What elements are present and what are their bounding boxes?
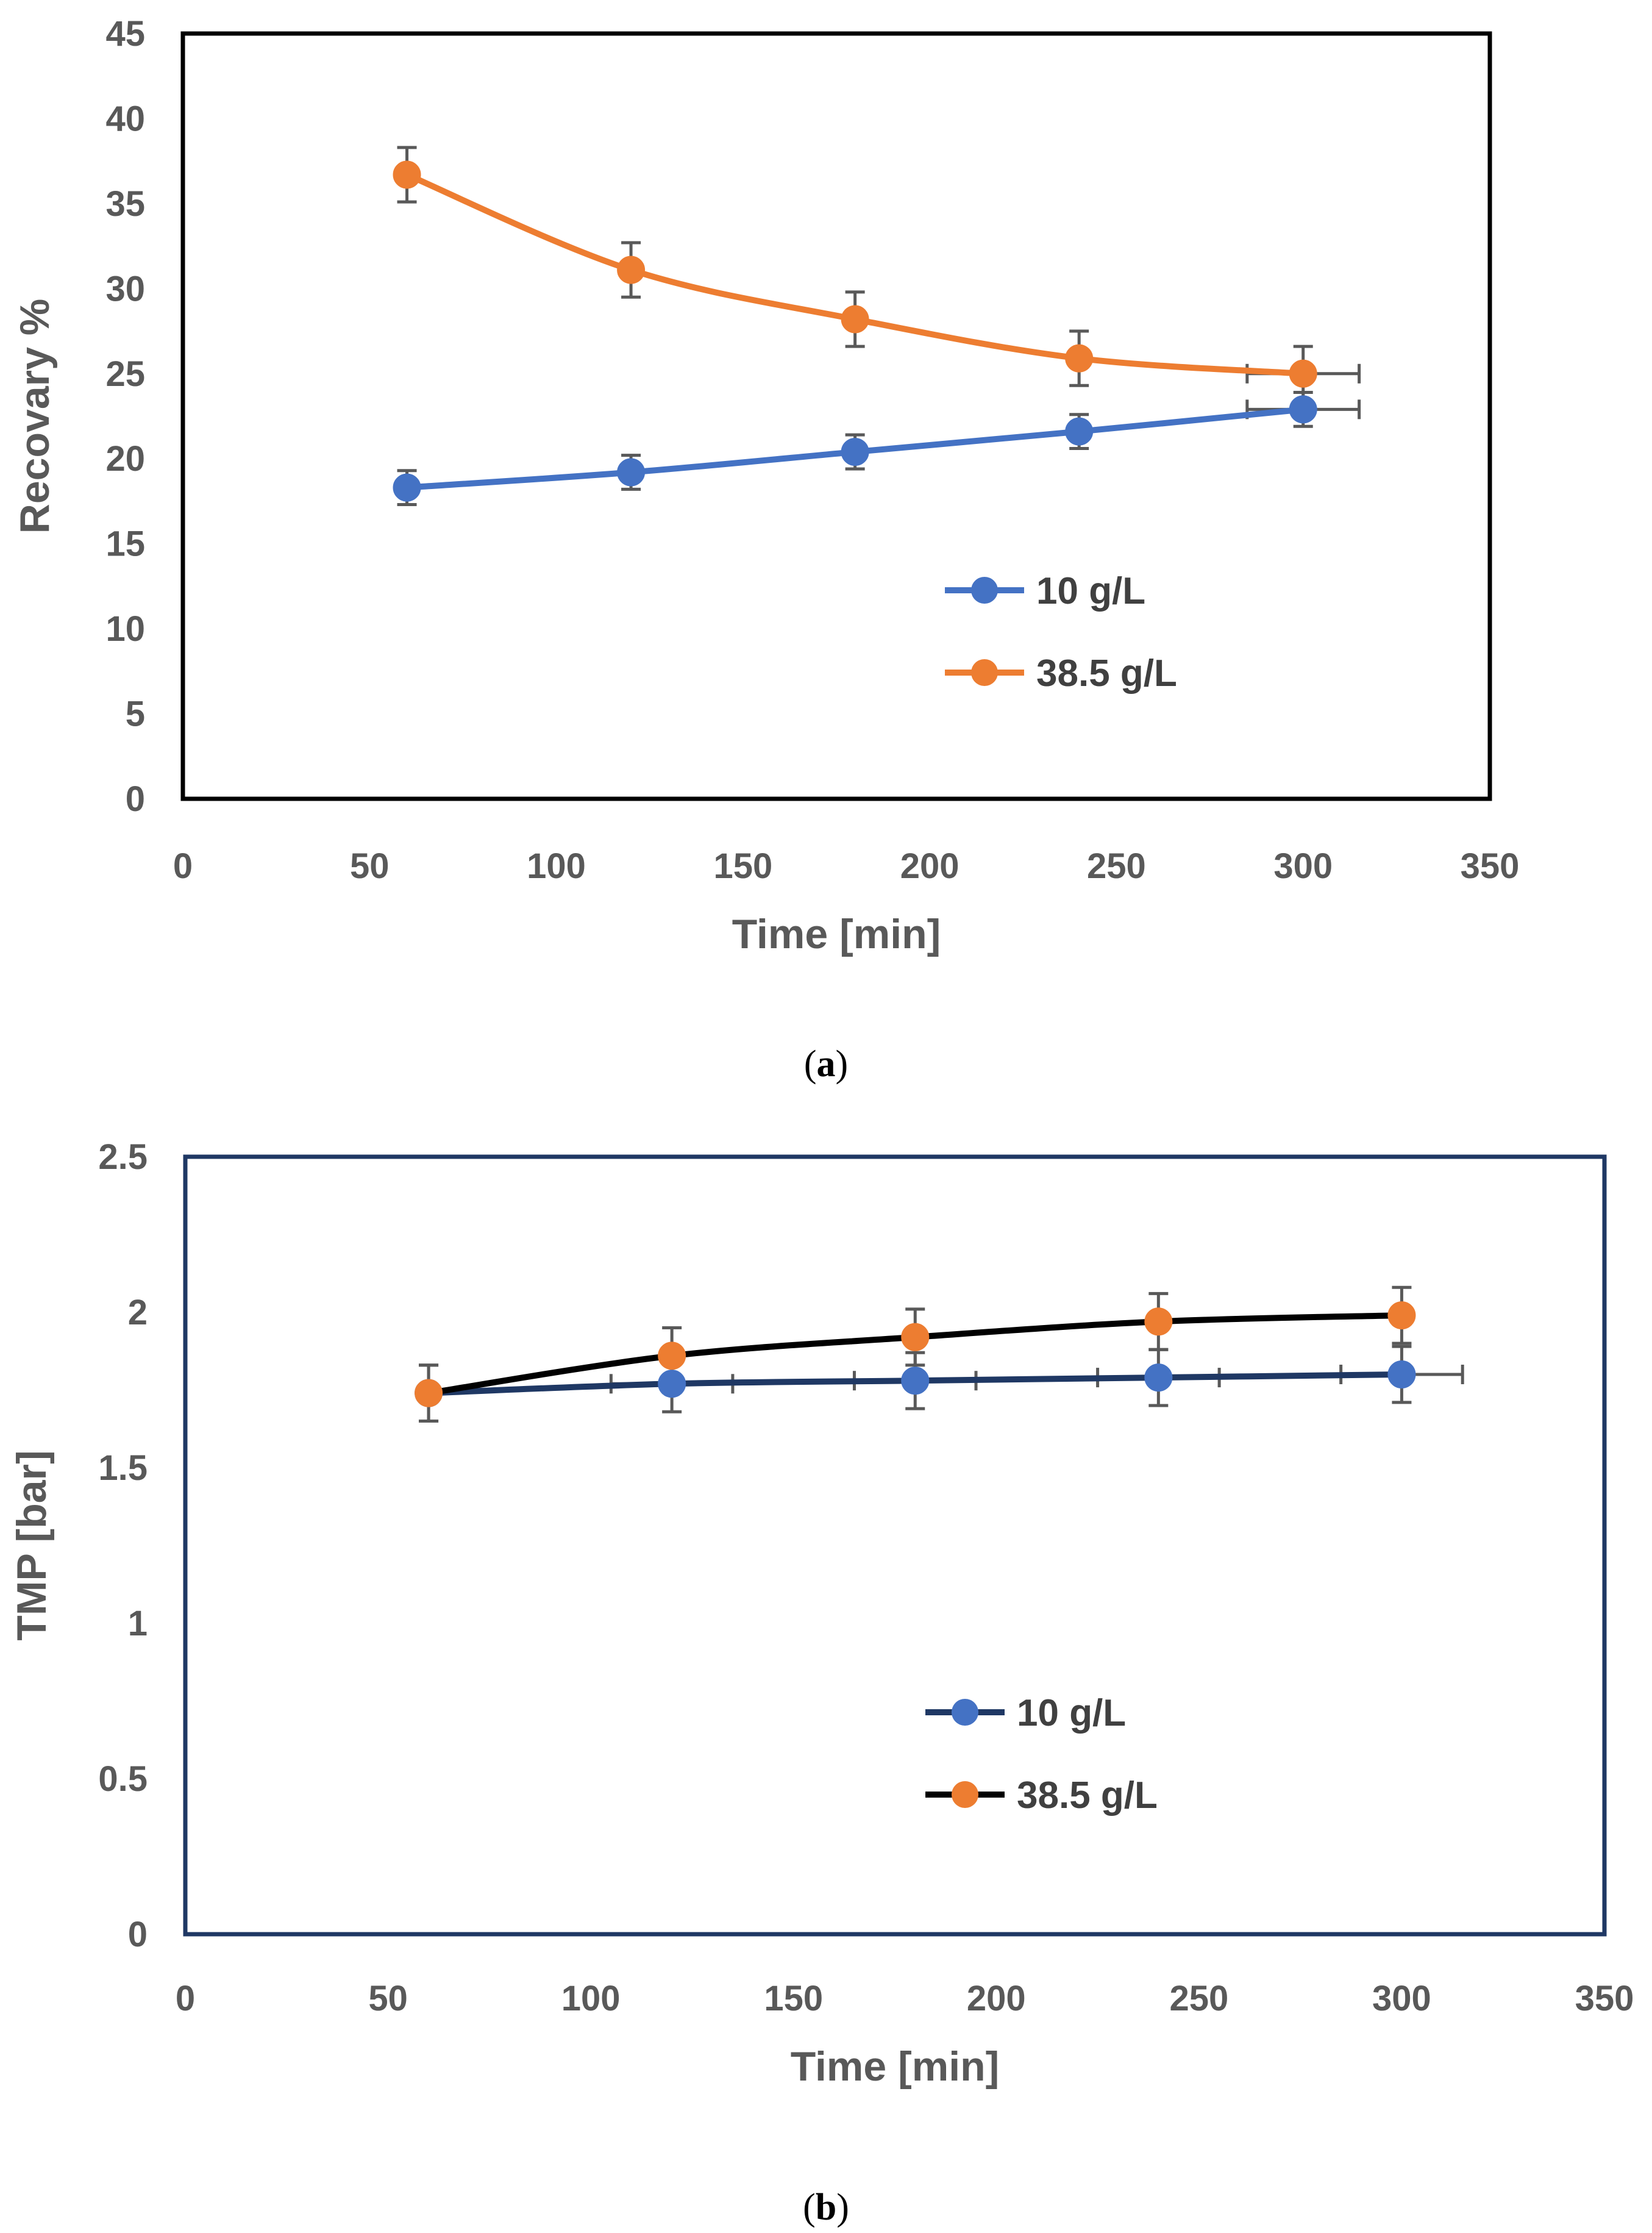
y-tick-label: 30 xyxy=(105,269,145,309)
y-tick-label: 0 xyxy=(128,1915,148,1954)
y-tick-label: 45 xyxy=(105,14,145,54)
y-tick-label: 15 xyxy=(105,524,145,564)
y-tick-label: 5 xyxy=(126,695,145,734)
y-tick-label: 40 xyxy=(105,99,145,138)
y-tick-label: 1 xyxy=(128,1604,148,1643)
plot-frame xyxy=(183,1154,1607,1937)
y-tick-label: 0 xyxy=(126,779,145,819)
y-axis-title: TMP [bar] xyxy=(9,1450,55,1640)
x-tick-label: 350 xyxy=(1575,1979,1634,2018)
x-tick-label: 0 xyxy=(173,846,193,886)
caption-a: (a) xyxy=(804,1043,848,1085)
x-tick-label: 50 xyxy=(368,1979,408,2018)
data-point xyxy=(1144,1363,1173,1392)
legend-marker xyxy=(952,1699,978,1726)
data-point xyxy=(658,1370,686,1398)
legend-marker xyxy=(952,1781,978,1808)
chart-a: 0 5 10 15 20 25 30 35 40 45 0 50 100 150 200 250 300 350 T… xyxy=(12,14,1519,957)
y-tick-label: 1.5 xyxy=(98,1448,148,1488)
data-point xyxy=(617,458,646,487)
data-point xyxy=(1065,417,1094,446)
x-tick-label: 250 xyxy=(1087,846,1146,886)
legend-marker xyxy=(971,577,998,604)
x-tick-label: 250 xyxy=(1169,1979,1228,2018)
x-tick-label: 0 xyxy=(176,1979,195,2018)
data-point xyxy=(1289,359,1317,388)
legend-label: 10 g/L xyxy=(1036,570,1145,612)
y-tick-label: 25 xyxy=(105,354,145,394)
data-point xyxy=(415,1379,443,1407)
data-point xyxy=(1387,1360,1416,1388)
legend-label: 38.5 g/L xyxy=(1017,1774,1158,1817)
data-point xyxy=(1065,344,1094,373)
y-tick-label: 2.5 xyxy=(98,1137,148,1177)
x-tick-label: 200 xyxy=(967,1979,1026,2018)
data-point xyxy=(1387,1301,1416,1330)
data-point xyxy=(901,1323,930,1351)
data-point xyxy=(841,305,869,334)
data-point xyxy=(841,438,869,466)
x-tick-label: 100 xyxy=(561,1979,621,2018)
x-tick-label: 200 xyxy=(900,846,960,886)
x-tick-label: 50 xyxy=(350,846,390,886)
x-axis-title: Time [min] xyxy=(791,2043,1000,2090)
caption-b: (b) xyxy=(803,2187,849,2228)
y-tick-label: 2 xyxy=(128,1293,148,1332)
x-axis-title: Time [min] xyxy=(732,911,941,957)
y-tick-label: 20 xyxy=(105,439,145,479)
x-tick-label: 100 xyxy=(527,846,586,886)
legend-marker xyxy=(971,659,998,686)
y-axis-title: Recovary % xyxy=(12,299,58,534)
x-tick-label: 350 xyxy=(1461,846,1520,886)
data-point xyxy=(393,160,421,189)
x-tick-label: 300 xyxy=(1273,846,1333,886)
x-tick-label: 150 xyxy=(764,1979,823,2018)
data-point xyxy=(901,1367,930,1395)
chart-b: 0 0.5 1 1.5 2 2.5 0 50 100 150 200 250 300 350 Time [m… xyxy=(9,1137,1634,2090)
y-tick-label: 0.5 xyxy=(98,1759,148,1799)
data-point xyxy=(658,1342,686,1370)
x-tick-label: 300 xyxy=(1372,1979,1431,2018)
data-point xyxy=(1289,395,1317,424)
data-point xyxy=(1144,1307,1173,1336)
plot-frame xyxy=(180,31,1492,801)
legend-label: 38.5 g/L xyxy=(1036,652,1177,695)
legend-label: 10 g/L xyxy=(1017,1692,1126,1734)
y-tick-label: 35 xyxy=(105,184,145,224)
y-tick-label: 10 xyxy=(105,609,145,649)
x-tick-label: 150 xyxy=(713,846,772,886)
data-point xyxy=(617,255,646,284)
data-point xyxy=(393,473,421,502)
